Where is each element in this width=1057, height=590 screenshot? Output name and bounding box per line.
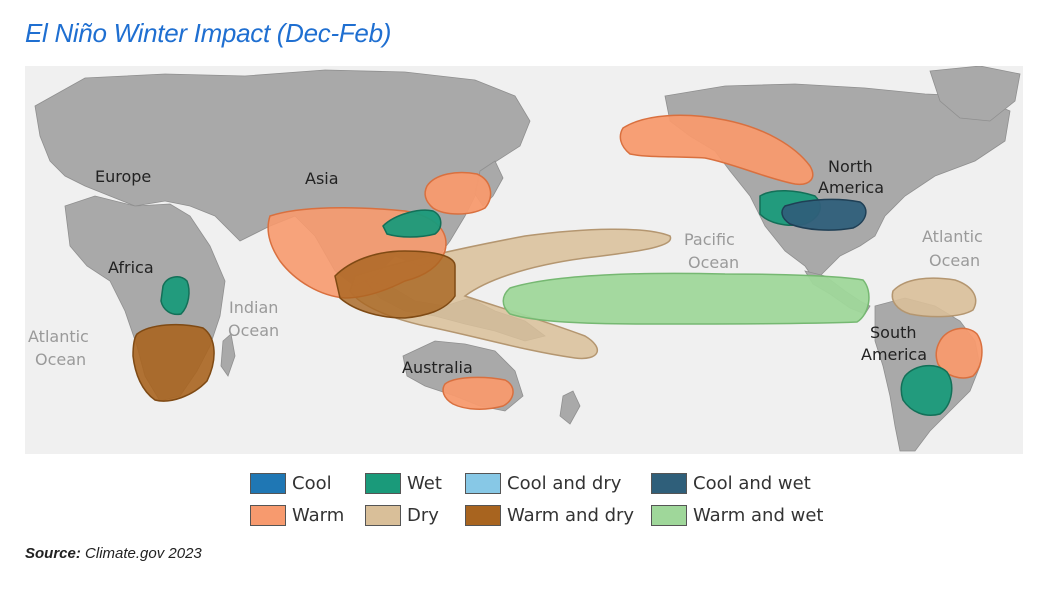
legend-label-warm: Warm (292, 504, 345, 526)
label-atlantic-ne-2: Ocean (929, 251, 980, 270)
label-indian-2: Ocean (228, 321, 279, 340)
legend-item-cool-wet: Cool and wet (651, 470, 811, 496)
region-wet-east-africa (160, 276, 190, 316)
label-europe: Europe (95, 167, 151, 186)
region-warm-brazil (935, 327, 983, 379)
greenland-landmass (929, 66, 1021, 122)
legend-swatch-warm-wet (651, 504, 687, 526)
source-note: Source: Climate.gov 2023 (25, 545, 202, 562)
label-north-1: North (828, 157, 873, 176)
new-zealand-landmass (559, 390, 581, 425)
label-atlantic-w-2: Ocean (35, 350, 86, 369)
label-pacific-1: Pacific (684, 230, 735, 249)
source-text: Climate.gov 2023 (85, 545, 202, 562)
legend-item-cool: Cool (250, 470, 332, 496)
legend-label-warm-dry: Warm and dry (507, 504, 635, 526)
label-africa: Africa (108, 258, 154, 277)
label-indian-1: Indian (229, 298, 278, 317)
chart-title: El Niño Winter Impact (Dec-Feb) (25, 18, 392, 48)
legend-swatch-warm (250, 504, 286, 526)
label-australia: Australia (402, 358, 473, 377)
region-warm-north-america (619, 114, 814, 186)
legend-label-cool-wet: Cool and wet (693, 472, 811, 494)
label-north-2: America (818, 178, 884, 197)
legend-item-warm: Warm (250, 502, 344, 528)
legend-label-cool-dry: Cool and dry (507, 472, 622, 494)
map-legend: Cool Wet Cool and dry Cool and wet Warm … (250, 468, 870, 530)
label-pacific-2: Ocean (688, 253, 739, 272)
label-south-2: America (861, 345, 927, 364)
impact-regions (132, 114, 983, 416)
region-wet-east-asia (382, 209, 442, 238)
region-dry-brazil (891, 277, 977, 318)
source-label: Source: (25, 545, 81, 562)
legend-swatch-cool-wet (651, 472, 687, 494)
legend-item-warm-dry: Warm and dry (465, 502, 634, 528)
legend-label-cool: Cool (292, 472, 332, 494)
region-warm-dry-indonesia (334, 250, 456, 319)
world-map: Europe Asia Africa Australia North Ameri… (25, 66, 1023, 454)
label-south-1: South (870, 323, 917, 342)
legend-swatch-dry (365, 504, 401, 526)
label-atlantic-ne-1: Atlantic (922, 227, 983, 246)
legend-swatch-wet (365, 472, 401, 494)
label-asia: Asia (305, 169, 339, 188)
legend-item-wet: Wet (365, 470, 442, 496)
region-warm-dry-south-africa (132, 323, 215, 402)
region-cool-wet-gulf (781, 198, 867, 231)
legend-item-dry: Dry (365, 502, 439, 528)
region-warm-japan (424, 171, 492, 215)
legend-swatch-cool (250, 472, 286, 494)
legend-label-dry: Dry (407, 504, 439, 526)
legend-label-wet: Wet (407, 472, 442, 494)
legend-label-warm-wet: Warm and wet (693, 504, 824, 526)
region-wet-se-south-america (900, 364, 953, 416)
region-warm-wet-pacific (502, 272, 870, 325)
legend-item-warm-wet: Warm and wet (651, 502, 823, 528)
legend-item-cool-dry: Cool and dry (465, 470, 621, 496)
label-atlantic-w-1: Atlantic (28, 327, 89, 346)
madagascar-landmass (220, 333, 236, 377)
legend-swatch-warm-dry (465, 504, 501, 526)
legend-swatch-cool-dry (465, 472, 501, 494)
region-warm-se-australia (442, 376, 514, 410)
place-labels: Europe Asia Africa Australia North Ameri… (28, 157, 983, 377)
